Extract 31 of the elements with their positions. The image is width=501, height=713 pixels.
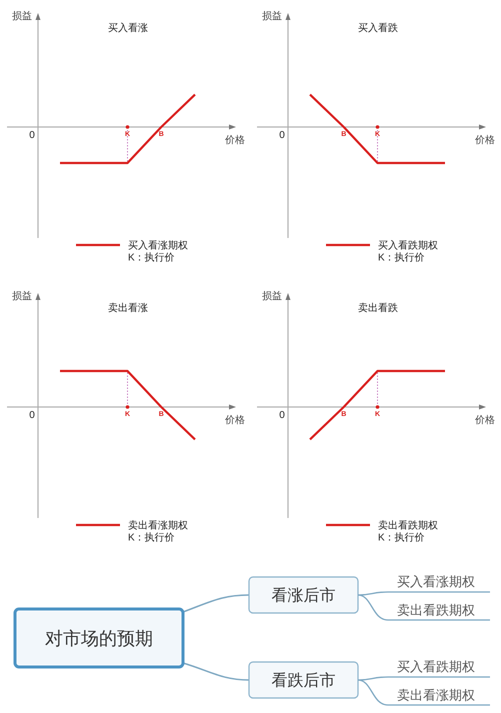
text: 对市场的预期 [45, 628, 153, 650]
category-label: 看涨后市 [272, 586, 336, 604]
x-axis-title: 价格 [224, 134, 245, 146]
text: 买入看涨期权 [397, 575, 475, 590]
text: 卖出看跌期权 [397, 604, 475, 618]
text: 0 [279, 130, 286, 141]
category-label: 看跌后市 [272, 670, 336, 690]
legend-label: 买入看跌期权 [378, 240, 438, 252]
x-axis-title: 价格 [474, 414, 495, 426]
y-axis-title: 损益 [12, 290, 32, 302]
legend-label: 卖出看跌期权 [378, 520, 438, 532]
text: K：执行价 [128, 252, 175, 264]
text: 卖出看涨期权 [397, 688, 475, 704]
text: K：执行价 [378, 252, 425, 264]
text: 买入看跌期权 [397, 660, 475, 675]
text: K：执行价 [378, 532, 425, 544]
text: 0 [29, 130, 36, 141]
text: K：执行价 [128, 532, 175, 544]
y-axis-title: 损益 [12, 10, 32, 22]
chart-title: 买入看涨 [108, 22, 148, 34]
chart-title: 卖出看涨 [108, 302, 148, 314]
chart-title: 买入看跌 [358, 22, 398, 34]
y-axis-title: 损益 [262, 10, 282, 22]
x-axis-title: 价格 [474, 134, 495, 146]
legend-label: 卖出看涨期权 [128, 520, 188, 532]
y-axis-title: 损益 [262, 290, 282, 302]
legend-label: 买入看涨期权 [128, 240, 188, 252]
x-axis-title: 价格 [224, 414, 245, 426]
chart-title: 卖出看跌 [358, 302, 398, 314]
text: 0 [279, 410, 286, 421]
text: 0 [29, 410, 36, 421]
